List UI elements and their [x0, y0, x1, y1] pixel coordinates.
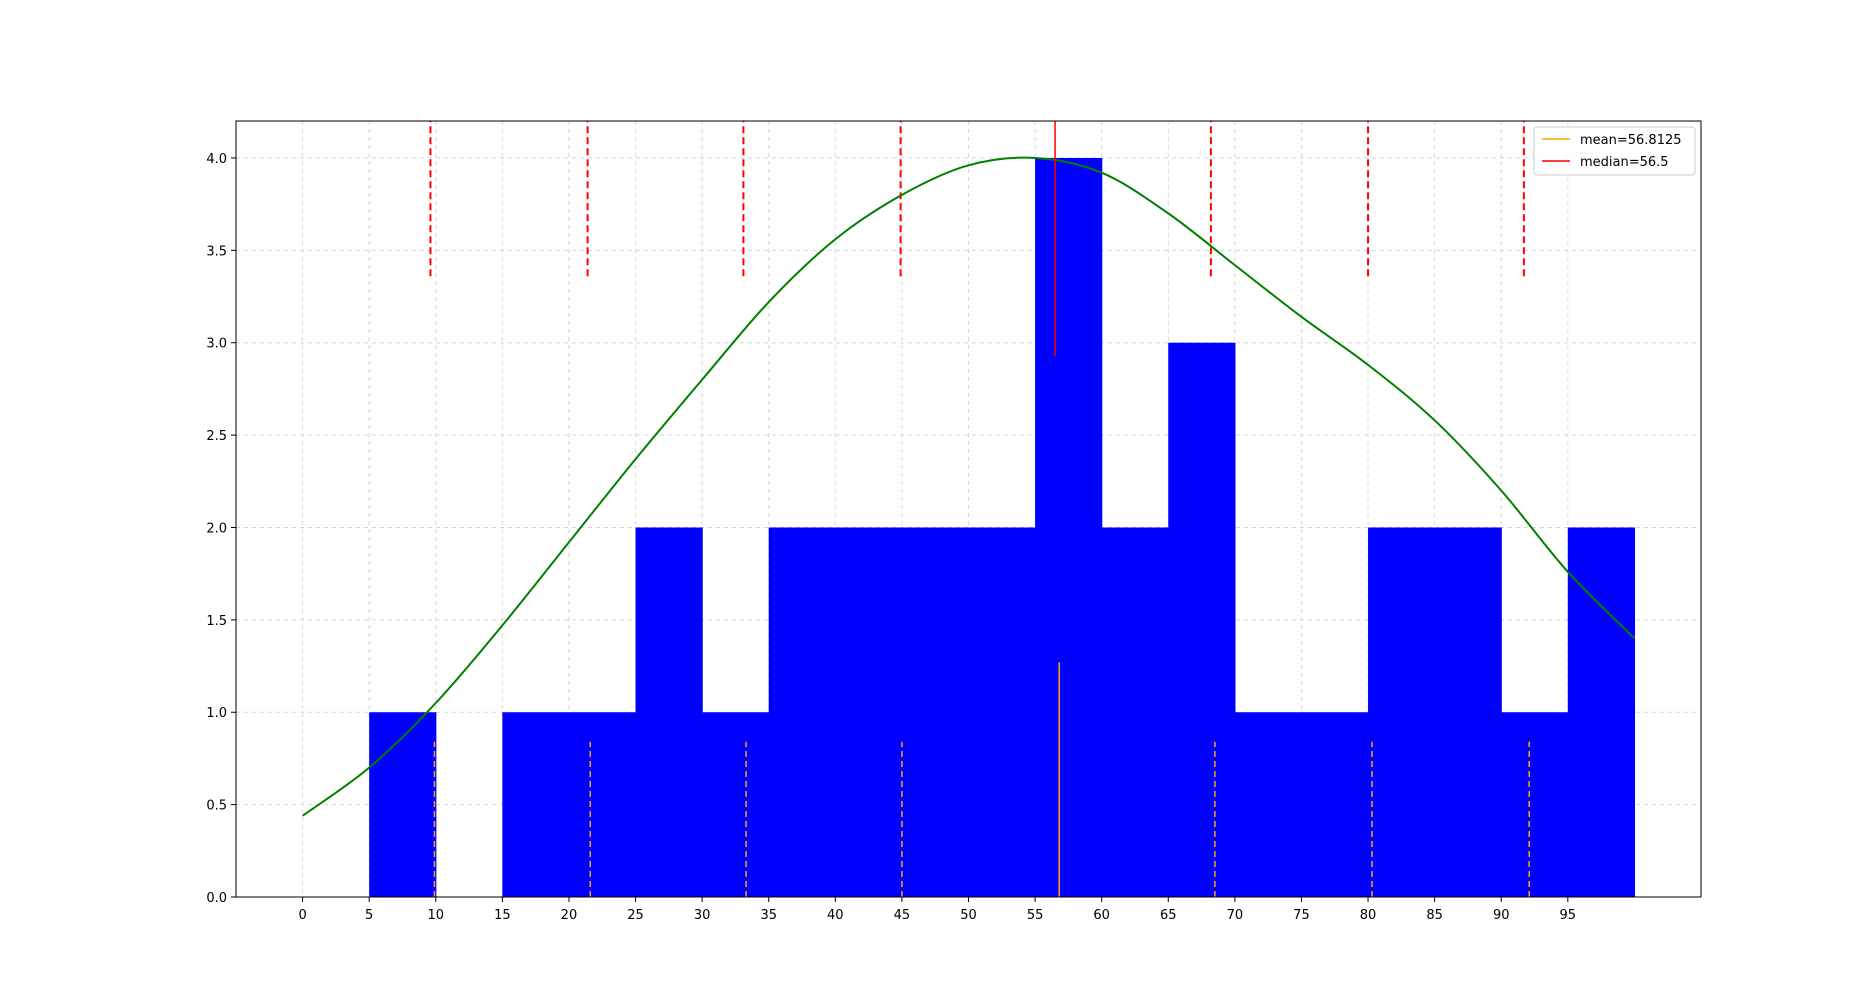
histogram-bar-7: [901, 527, 970, 897]
histogram-bar-15: [1434, 527, 1502, 897]
x-tick-label-19: 95: [1560, 908, 1577, 923]
density-curve-line: [302, 156, 1636, 817]
legend-box: [1533, 126, 1696, 176]
y-tick-label-4: 2.0: [206, 521, 227, 536]
histogram-bar-5: [768, 527, 836, 897]
x-tick-label-3: 15: [494, 908, 511, 923]
y-axis-ticks: 0.0 0.5 1.0 1.5 2.0 2.5 3.0 3.5 4.0: [206, 152, 236, 906]
x-tick-label-15: 75: [1293, 908, 1310, 923]
y-tick-label-8: 4.0: [206, 152, 227, 167]
x-tick-label-16: 80: [1360, 908, 1377, 923]
histogram-bar-4: [702, 712, 770, 897]
histogram-bar-17: [1567, 527, 1636, 897]
histogram-bar-6: [835, 527, 903, 897]
mean-median-lines: [1054, 121, 1060, 897]
x-axis-ticks: 0 5 10 15 20 25 30 35 40 45 50 55 60 65 70 75 80 85 90 95: [298, 897, 1576, 923]
histogram-bar-9: [1035, 157, 1103, 897]
histogram-bar-1: [502, 712, 570, 897]
y-tick-label-7: 3.5: [206, 244, 227, 259]
histogram-bars: [369, 157, 1636, 897]
x-tick-label-14: 70: [1227, 908, 1244, 923]
histogram-bar-13: [1301, 712, 1369, 897]
y-tick-label-1: 0.5: [206, 799, 227, 814]
x-tick-label-17: 85: [1426, 908, 1443, 923]
histogram-bar-10: [1101, 527, 1169, 897]
x-tick-label-2: 10: [427, 908, 444, 923]
x-tick-label-5: 25: [627, 908, 644, 923]
histogram-bar-11: [1168, 342, 1236, 897]
x-tick-label-1: 5: [365, 908, 373, 923]
x-tick-label-11: 55: [1027, 908, 1044, 923]
legend-label-median: median=56.5: [1580, 155, 1669, 170]
y-tick-label-3: 1.5: [206, 614, 227, 629]
x-tick-label-18: 90: [1493, 908, 1510, 923]
x-tick-label-13: 65: [1160, 908, 1177, 923]
x-tick-label-7: 35: [760, 908, 777, 923]
density-curve: [302, 156, 1636, 817]
x-tick-label-4: 20: [561, 908, 578, 923]
x-tick-label-9: 45: [894, 908, 911, 923]
x-tick-label-0: 0: [298, 908, 306, 923]
y-tick-label-0: 0.0: [206, 891, 227, 906]
x-tick-label-12: 60: [1093, 908, 1110, 923]
legend-label-mean: mean=56.8125: [1580, 133, 1682, 148]
orange-dashed-lines: [433, 741, 1530, 897]
x-tick-label-10: 50: [960, 908, 977, 923]
y-tick-label-2: 1.0: [206, 706, 227, 721]
red-dashed-lines: [429, 121, 1525, 277]
histogram-bar-8: [968, 527, 1036, 897]
histogram-bar-2: [568, 712, 637, 897]
histogram-bar-16: [1501, 712, 1569, 897]
x-tick-label-6: 30: [694, 908, 711, 923]
legend: mean=56.8125 median=56.5: [1533, 126, 1696, 176]
histogram-bar-12: [1234, 712, 1303, 897]
histogram-bar-0: [369, 712, 437, 897]
histogram-bar-14: [1368, 527, 1436, 897]
y-tick-label-6: 3.0: [206, 337, 227, 352]
histogram-bar-3: [635, 527, 703, 897]
y-tick-label-5: 2.5: [206, 429, 227, 444]
x-tick-label-8: 40: [827, 908, 844, 923]
